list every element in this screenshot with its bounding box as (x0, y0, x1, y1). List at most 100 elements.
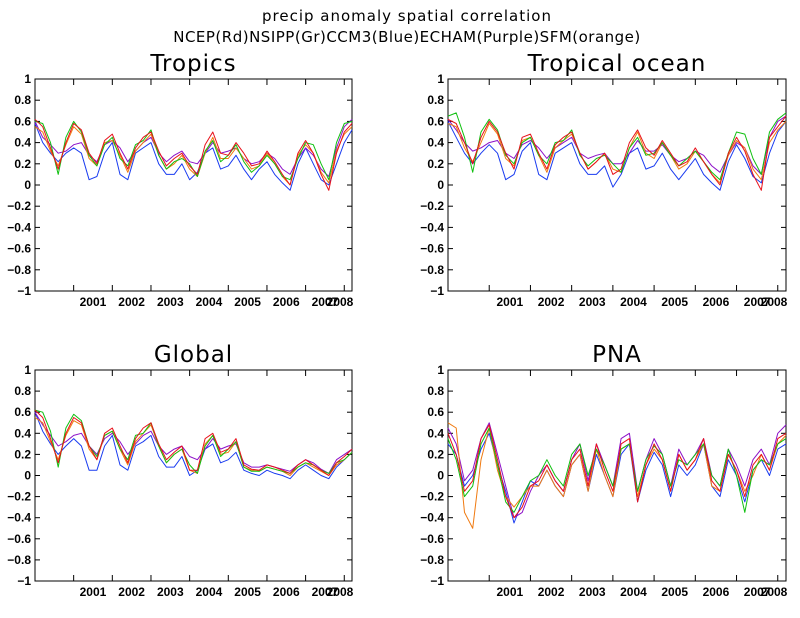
y-tick-label: 0.8 (14, 384, 31, 398)
panel-pna: PNA 1 0.8 0.6 0.4 0.2 0 −0.2 −0.4 −0.6 −0.8 −1 2001 2… (420, 342, 787, 599)
y-tick-label: −0.6 (420, 242, 444, 256)
panel-title-pna: PNA (592, 342, 642, 368)
plot-frame-tropics (34, 78, 353, 292)
series-ncep-tropics (34, 118, 353, 191)
plot-frame-tropical-ocean (447, 78, 787, 292)
x-tick-label: 2007 (744, 295, 771, 309)
x-tick-label: 2005 (661, 585, 688, 599)
y-tick-label: 1 (437, 363, 444, 377)
panel-title-tropical-ocean: Tropical ocean (527, 51, 707, 77)
y-tick-label: 0.8 (427, 384, 444, 398)
series-ncep-tropical-ocean (447, 115, 787, 191)
panel-global: Global 1 0.8 0.6 0.4 0.2 0 −0.2 −0.4 −0.6 −0.8 −1 20… (7, 342, 353, 599)
x-tick-label: 2004 (620, 295, 647, 309)
x-tick-label: 2006 (273, 295, 300, 309)
y-tick-label: 0 (437, 178, 444, 192)
x-tick-label: 2008 (761, 585, 788, 599)
panel-tropical-ocean: Tropical ocean 1 0.8 0.6 0.4 0.2 0 −0.2 −0.4 −0.6… (420, 51, 787, 309)
x-tick-label: 2001 (80, 585, 107, 599)
y-tick-label: −0.8 (7, 553, 31, 567)
x-tick-label: 2007 (312, 295, 339, 309)
x-tick-label: 2001 (80, 295, 107, 309)
y-tick-label: 0.4 (427, 136, 444, 150)
series-sfm-pna (447, 422, 787, 529)
series-ccm3-pna (447, 432, 787, 524)
y-tick-label: −0.4 (7, 220, 31, 234)
figure-subtitle: NCEP(Rd)NSIPP(Gr)CCM3(Blue)ECHAM(Purple)… (173, 28, 641, 46)
y-tick-label: 0 (24, 178, 31, 192)
x-tick-label: 2004 (620, 585, 647, 599)
x-tick-label: 2005 (661, 295, 688, 309)
x-tick-label: 2006 (273, 585, 300, 599)
y-tick-label: −0.6 (420, 532, 444, 546)
x-tick-label: 2003 (579, 295, 606, 309)
x-tick-label: 2005 (234, 295, 261, 309)
series-echam-global (34, 411, 353, 474)
y-tick-label: −1 (430, 284, 444, 298)
y-tick-label: −0.8 (7, 263, 31, 277)
series-ccm3-tropics (34, 123, 353, 191)
y-tick-label: 1 (24, 72, 31, 86)
x-tick-label: 2008 (327, 585, 354, 599)
y-tick-label: −1 (430, 574, 444, 588)
y-tick-label: 0.4 (14, 136, 31, 150)
y-tick-label: 1 (437, 72, 444, 86)
series-echam-tropics (34, 118, 353, 177)
y-tick-label: 0.6 (427, 114, 444, 128)
x-tick-label: 2008 (327, 295, 354, 309)
series-ncep-global (34, 409, 353, 476)
x-tick-label: 2003 (157, 585, 184, 599)
figure-title: precip anomaly spatial correlation (262, 7, 552, 25)
y-tick-label: 0.2 (14, 447, 31, 461)
y-tick-label: −0.2 (7, 490, 31, 504)
y-tick-label: 0.6 (14, 405, 31, 419)
x-tick-label: 2007 (312, 585, 339, 599)
x-tick-label: 2001 (496, 585, 523, 599)
series-echam-pna (447, 422, 787, 519)
x-tick-label: 2003 (157, 295, 184, 309)
y-tick-label: 0 (437, 469, 444, 483)
panel-title-tropics: Tropics (149, 51, 236, 77)
y-tick-label: −1 (17, 284, 31, 298)
x-tick-label: 2005 (234, 585, 261, 599)
series-echam-tropical-ocean (447, 115, 787, 175)
y-tick-label: −0.4 (420, 511, 444, 525)
y-tick-label: −0.2 (420, 199, 444, 213)
x-tick-label: 2002 (538, 585, 565, 599)
series-ccm3-global (34, 412, 353, 480)
panel-title-global: Global (154, 342, 233, 368)
y-tick-label: 0.2 (14, 157, 31, 171)
x-tick-label: 2006 (703, 295, 730, 309)
panels: Tropics 1 0.8 0.6 0.4 0.2 0 −0.2 −0.4 −0.6 −0.8 −1 2… (7, 51, 787, 599)
series-sfm-tropics (34, 126, 353, 186)
x-tick-label: 2008 (761, 295, 788, 309)
series-nsipp-global (34, 409, 353, 474)
x-tick-label: 2006 (703, 585, 730, 599)
y-tick-label: 0.8 (14, 93, 31, 107)
y-tick-label: 0.4 (14, 426, 31, 440)
series-ccm3-tropical-ocean (447, 121, 787, 191)
y-tick-label: 0.2 (427, 447, 444, 461)
series-sfm-tropical-ocean (447, 121, 787, 184)
series-ncep-pna (447, 424, 787, 519)
y-tick-label: 0.4 (427, 426, 444, 440)
x-tick-label: 2002 (118, 585, 145, 599)
x-tick-label: 2004 (196, 585, 223, 599)
y-tick-label: −0.6 (7, 242, 31, 256)
y-tick-label: 0.2 (427, 157, 444, 171)
x-tick-label: 2002 (118, 295, 145, 309)
x-tick-label: 2001 (496, 295, 523, 309)
y-tick-label: 0.8 (427, 93, 444, 107)
y-tick-label: −0.4 (420, 220, 444, 234)
panel-tropics: Tropics 1 0.8 0.6 0.4 0.2 0 −0.2 −0.4 −0.6 −0.8 −1 2… (7, 51, 353, 309)
y-tick-label: −0.4 (7, 511, 31, 525)
y-tick-label: 1 (24, 363, 31, 377)
y-tick-label: 0.6 (427, 405, 444, 419)
y-tick-label: −1 (17, 574, 31, 588)
y-tick-label: −0.2 (420, 490, 444, 504)
y-tick-label: 0.6 (14, 114, 31, 128)
y-tick-label: −0.6 (7, 532, 31, 546)
x-tick-label: 2007 (744, 585, 771, 599)
y-tick-label: −0.8 (420, 553, 444, 567)
